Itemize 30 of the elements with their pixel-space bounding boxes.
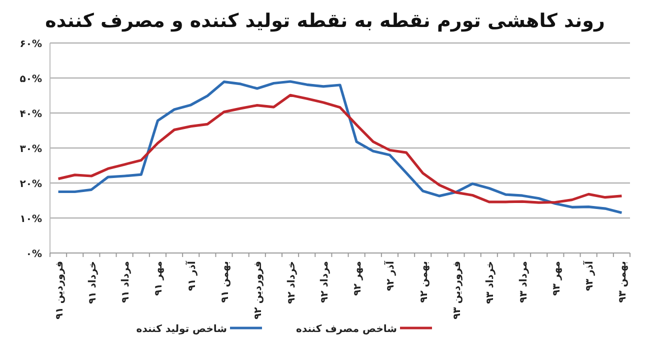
x-tick-label: خرداد ۹۲	[286, 261, 298, 304]
x-tick-label: فروردین ۹۲	[253, 261, 264, 320]
x-tick-label: خرداد ۹۱	[87, 261, 98, 304]
y-tick-label: ۴۰%	[20, 109, 42, 120]
x-tick-label: مرداد ۹۱	[120, 261, 132, 303]
line-series	[56, 94, 624, 204]
x-tick-label: فروردین ۹۱	[54, 261, 66, 320]
x-tick-label: مهر ۹۲	[352, 261, 364, 296]
x-tick-label: بهمن ۹۱	[220, 261, 231, 303]
x-tick-label: مرداد ۹۳	[518, 261, 530, 303]
x-tick-label: فروردین ۹۳	[452, 261, 463, 320]
y-tick-label: ۵۰%	[20, 74, 42, 85]
y-tick-label: ۲۰%	[20, 179, 42, 190]
chart-title: روند کاهشی تورم نقطه به نقطه تولید کننده و مصرف کننده	[45, 10, 605, 32]
y-tick-label: ۱۰%	[20, 214, 42, 225]
y-tick-label: ۶۰%	[20, 39, 42, 50]
x-tick-label: آذر ۹۲	[384, 260, 397, 292]
x-tick-label: مرداد ۹۲	[319, 261, 330, 303]
y-tick-label: ۰%	[26, 249, 42, 260]
legend-label: شاخص مصرف کننده	[296, 324, 398, 335]
y-tick-label: ۳۰%	[20, 144, 42, 155]
x-tick-label: آذر ۹۳	[582, 260, 596, 292]
x-tick-label: مهر ۹۳	[551, 261, 562, 296]
line-series	[56, 80, 624, 214]
x-tick-label: بهمن ۹۳	[618, 261, 629, 303]
x-tick-label: خرداد ۹۳	[485, 261, 496, 304]
x-tick-label: مهر ۹۱	[154, 261, 165, 296]
legend-label: شاخص تولید کننده	[136, 324, 228, 335]
x-tick-label: آذر ۹۱	[184, 260, 198, 292]
x-tick-label: بهمن ۹۲	[418, 261, 430, 303]
